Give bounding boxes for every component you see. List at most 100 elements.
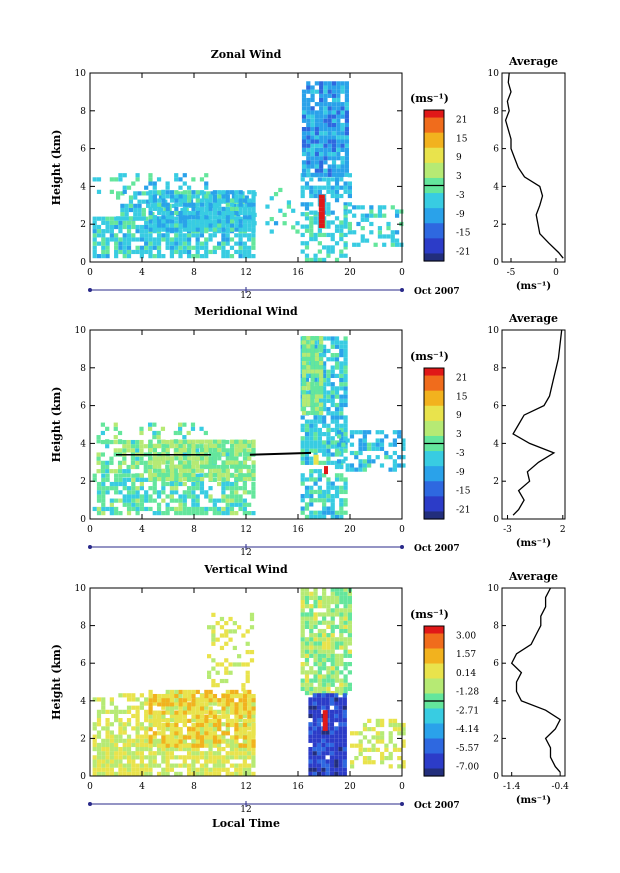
heatmap-cell	[300, 628, 305, 634]
heatmap-cell	[251, 245, 256, 250]
heatmap-cell	[300, 599, 305, 605]
heatmap-cell	[362, 459, 367, 464]
heatmap-cell	[375, 455, 380, 460]
heatmap-cell	[375, 722, 380, 728]
heatmap-cell	[195, 771, 200, 776]
heatmap-cell	[232, 645, 237, 651]
colorbar-segment	[424, 152, 444, 156]
heatmap-cell	[301, 340, 307, 345]
heatmap-cell	[217, 735, 222, 740]
heatmap-cell	[306, 106, 311, 111]
heatmap-cell	[317, 228, 322, 233]
heatmap-cell	[238, 498, 243, 503]
heatmap-cell	[137, 203, 142, 208]
colorbar-segment	[424, 230, 444, 234]
heatmap-cell	[369, 221, 374, 227]
heatmap-cell	[199, 730, 205, 735]
heatmap-cell	[212, 198, 218, 203]
heatmap-cell	[131, 486, 136, 491]
heatmap-cell	[342, 763, 347, 768]
heatmap-cell	[306, 85, 311, 90]
heatmap-cell	[380, 735, 385, 740]
heatmap-cell	[308, 705, 313, 710]
heatmap-cell	[195, 755, 200, 760]
heatmap-cell	[161, 227, 166, 232]
heatmap-cell	[207, 654, 212, 659]
colorbar-segment	[424, 433, 444, 437]
heatmap-cell	[326, 682, 331, 687]
heatmap-cell	[229, 506, 235, 512]
heatmap-cell	[191, 490, 196, 495]
heatmap-cell	[135, 448, 140, 453]
heatmap-cell	[234, 498, 239, 503]
heatmap-cell	[304, 502, 310, 507]
heatmap-cell	[401, 438, 406, 443]
heatmap-cell	[242, 511, 247, 516]
heatmap-cell	[165, 472, 170, 478]
heatmap-cell	[165, 185, 170, 190]
heatmap-cell	[217, 767, 222, 772]
heatmap-cell	[339, 616, 344, 621]
colorbar-segment	[424, 741, 444, 745]
heatmap-cell	[148, 210, 153, 216]
colorbar-segment	[424, 253, 444, 257]
heatmap-cell	[105, 229, 110, 234]
heatmap-cell	[397, 463, 402, 468]
heatmap-cell	[148, 722, 153, 728]
heatmap-cell	[269, 229, 274, 234]
heatmap-cell	[301, 336, 307, 341]
heatmap-cell	[341, 442, 346, 447]
heatmap-cell	[221, 490, 226, 495]
heatmap-cell	[228, 629, 233, 634]
heatmap-cell	[113, 448, 118, 453]
heatmap-cell	[313, 678, 318, 683]
heatmap-cell	[109, 742, 114, 748]
heatmap-cell	[100, 464, 105, 470]
heatmap-cell	[169, 245, 175, 250]
heatmap-cell	[139, 254, 144, 259]
heatmap-cell	[114, 237, 119, 242]
heatmap-cell	[191, 763, 196, 768]
heatmap-cell	[392, 463, 397, 468]
heatmap-cell	[319, 348, 324, 353]
heatmap-cell	[334, 510, 340, 515]
heatmap-cell	[301, 151, 307, 157]
heatmap-cell	[247, 190, 252, 195]
heatmap-cell	[238, 472, 243, 478]
heatmap-cell	[109, 738, 114, 743]
heatmap-cell	[131, 224, 136, 230]
heatmap-cell	[114, 755, 119, 760]
heatmap-cell	[313, 686, 318, 692]
colorbar-segment	[424, 716, 444, 720]
heatmap-cell	[122, 220, 127, 225]
heatmap-cell	[330, 645, 335, 650]
heatmap-cell	[322, 604, 327, 609]
heatmap-cell	[399, 209, 404, 214]
heatmap-cell	[301, 147, 307, 153]
colorbar-segment	[424, 688, 444, 692]
heatmap-cell	[92, 245, 97, 250]
heatmap-cell	[301, 356, 307, 361]
heatmap-cell	[122, 185, 127, 190]
heatmap-cell	[317, 674, 322, 679]
heatmap-cell	[300, 212, 305, 217]
colorbar-segment	[424, 731, 444, 735]
heatmap-cell	[148, 194, 153, 199]
colorbar-segment	[424, 388, 444, 392]
heatmap-cell	[131, 494, 136, 499]
heatmap-cell	[339, 232, 344, 238]
heatmap-cell	[339, 587, 344, 592]
heatmap-cell	[334, 771, 339, 776]
heatmap-cell	[225, 227, 230, 232]
heatmap-cell	[344, 127, 349, 132]
heatmap-cell	[161, 254, 166, 259]
heatmap-cell	[319, 336, 324, 341]
heatmap-cell	[100, 460, 105, 465]
heatmap-cell	[304, 637, 310, 642]
heatmap-cell	[169, 490, 175, 495]
heatmap-cell	[122, 726, 127, 731]
colorbar-unit: (ms⁻¹)	[410, 608, 449, 621]
heatmap-cell	[208, 486, 213, 491]
heatmap-cell	[251, 702, 256, 707]
